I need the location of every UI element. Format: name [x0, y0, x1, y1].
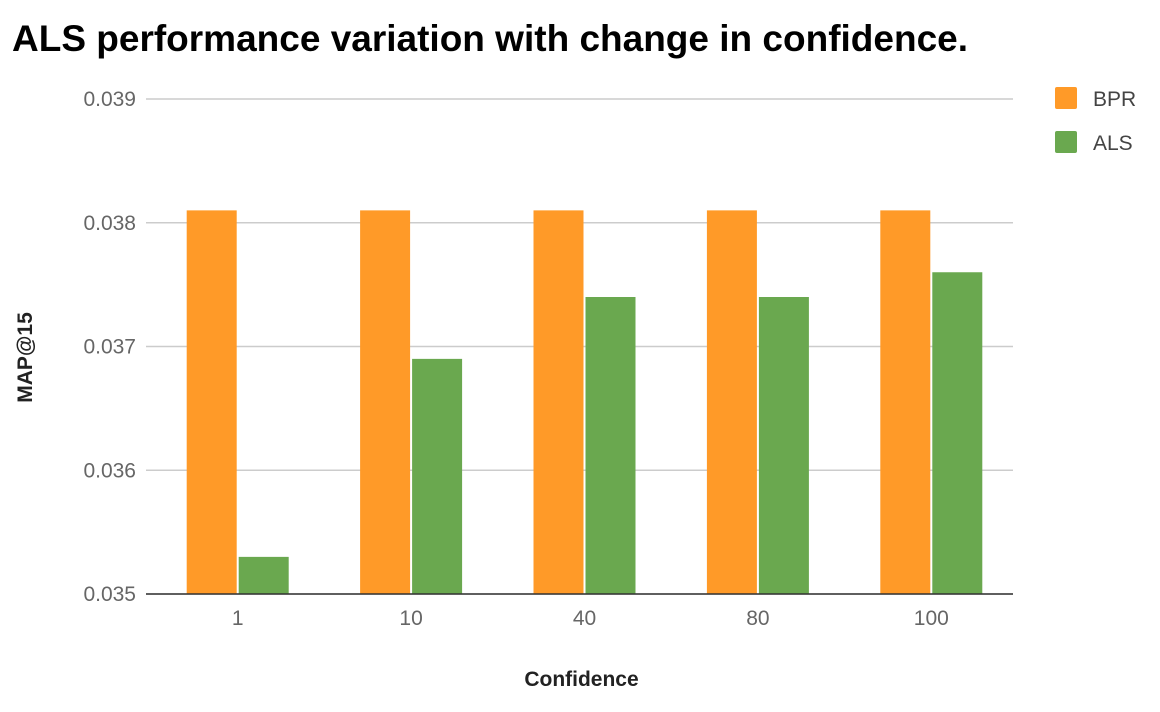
bar-als-10: [412, 358, 463, 594]
bar-bpr-10: [360, 210, 411, 594]
chart-title: ALS performance variation with change in…: [12, 18, 969, 59]
y-axis-title: MAP@15: [14, 312, 37, 403]
y-tick-label: 0.035: [83, 583, 136, 606]
y-axis-ticks: 0.035 0.036 0.037 0.038 0.039: [83, 88, 136, 606]
x-axis-title: Confidence: [524, 668, 638, 691]
y-tick-label: 0.037: [83, 336, 136, 359]
legend-label-bpr: BPR: [1093, 88, 1136, 111]
bar-als-100: [932, 272, 983, 594]
bar-bpr-80: [706, 210, 757, 594]
bar-bpr-100: [880, 210, 931, 594]
legend-label-als: ALS: [1093, 132, 1133, 155]
legend-swatch-bpr: [1055, 87, 1077, 109]
bars: [186, 210, 983, 594]
x-tick-label: 1: [232, 607, 244, 630]
x-tick-label: 10: [399, 607, 422, 630]
x-tick-label: 40: [573, 607, 596, 630]
legend-swatch-als: [1055, 131, 1077, 153]
bar-als-40: [585, 297, 636, 594]
legend: BPR ALS: [1055, 87, 1136, 155]
y-tick-label: 0.038: [83, 212, 136, 235]
bar-als-1: [238, 556, 289, 594]
bar-bpr-40: [533, 210, 584, 594]
x-axis-ticks: 1 10 40 80 100: [232, 607, 949, 630]
bar-bpr-1: [186, 210, 237, 594]
bar-als-80: [758, 297, 809, 594]
x-tick-label: 100: [914, 607, 949, 630]
y-tick-label: 0.036: [83, 459, 136, 482]
x-tick-label: 80: [746, 607, 769, 630]
y-tick-label: 0.039: [83, 88, 136, 111]
